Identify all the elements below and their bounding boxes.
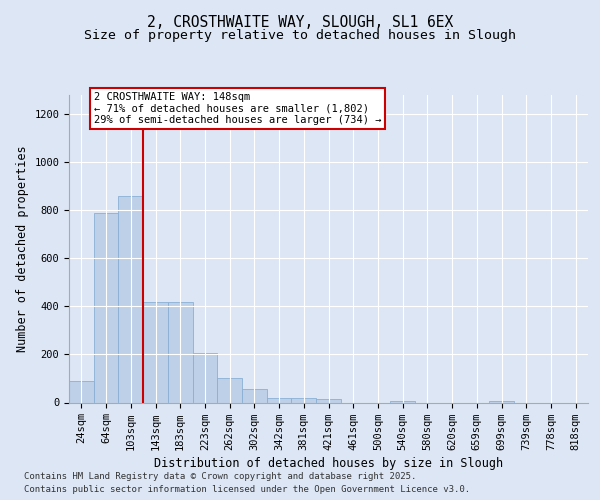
Bar	[489, 400, 514, 402]
Bar	[316, 399, 341, 402]
Bar	[390, 400, 415, 402]
Bar	[267, 398, 292, 402]
Bar	[168, 302, 193, 402]
Text: 2 CROSTHWAITE WAY: 148sqm
← 71% of detached houses are smaller (1,802)
29% of se: 2 CROSTHWAITE WAY: 148sqm ← 71% of detac…	[94, 92, 381, 125]
Bar	[292, 398, 316, 402]
Bar	[94, 212, 118, 402]
Bar	[118, 196, 143, 402]
Bar	[69, 381, 94, 402]
Text: Contains public sector information licensed under the Open Government Licence v3: Contains public sector information licen…	[24, 485, 470, 494]
X-axis label: Distribution of detached houses by size in Slough: Distribution of detached houses by size …	[154, 456, 503, 469]
Bar	[143, 302, 168, 402]
Text: Size of property relative to detached houses in Slough: Size of property relative to detached ho…	[84, 28, 516, 42]
Text: Contains HM Land Registry data © Crown copyright and database right 2025.: Contains HM Land Registry data © Crown c…	[24, 472, 416, 481]
Text: 2, CROSTHWAITE WAY, SLOUGH, SL1 6EX: 2, CROSTHWAITE WAY, SLOUGH, SL1 6EX	[147, 15, 453, 30]
Bar	[193, 354, 217, 403]
Bar	[242, 390, 267, 402]
Bar	[217, 378, 242, 402]
Y-axis label: Number of detached properties: Number of detached properties	[16, 146, 29, 352]
